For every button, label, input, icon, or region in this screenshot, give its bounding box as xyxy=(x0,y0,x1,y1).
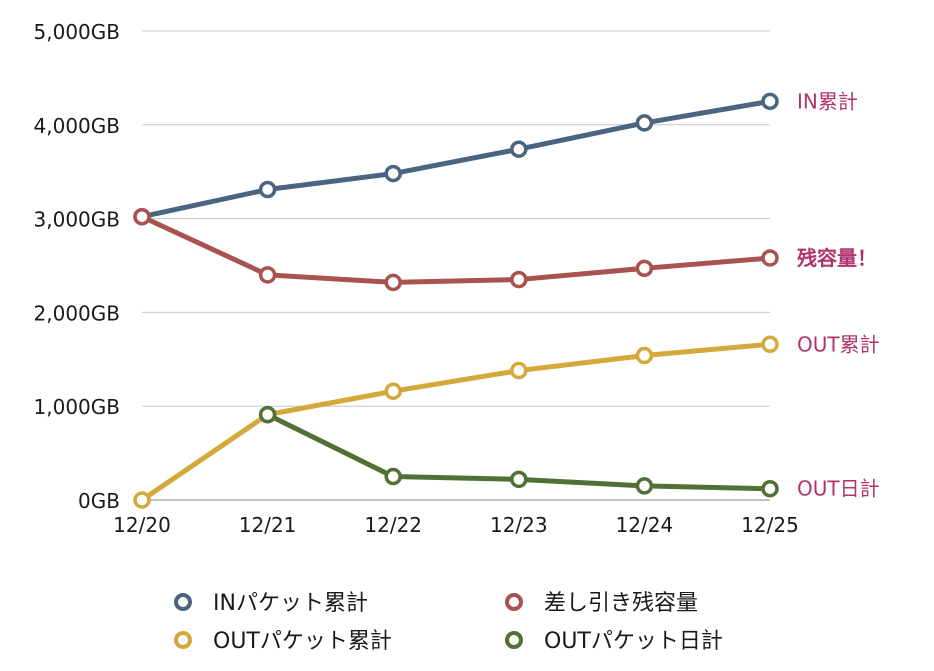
x-tick-label: 12/25 xyxy=(741,513,799,537)
y-tick-label: 5,000GB xyxy=(34,20,120,44)
data-point xyxy=(258,180,277,199)
legend: INパケット累計 差し引き残容量 OUTパケット累計 OUTパケット日計 xyxy=(174,591,723,654)
data-point xyxy=(510,361,528,380)
data-point xyxy=(258,405,277,424)
y-tick-label: 2,000GB xyxy=(34,301,120,325)
legend-label: 差し引き残容量 xyxy=(544,591,698,616)
series-lines xyxy=(139,98,773,503)
data-point xyxy=(133,491,151,509)
data-point xyxy=(761,335,779,354)
x-tick-label: 12/24 xyxy=(616,513,674,537)
x-tick-label: 12/21 xyxy=(239,513,297,537)
legend-label: OUTパケット累計 xyxy=(213,629,392,654)
data-point xyxy=(384,273,402,292)
data-point xyxy=(384,382,402,400)
legend-marker xyxy=(174,593,192,611)
y-tick-label: 0GB xyxy=(78,489,120,513)
series-line xyxy=(139,341,773,503)
data-point xyxy=(635,477,654,495)
legend-marker xyxy=(505,631,523,649)
x-tick-label: 12/23 xyxy=(490,513,548,537)
data-point xyxy=(761,249,779,267)
gridlines xyxy=(142,30,770,501)
data-point xyxy=(133,207,151,226)
data-point xyxy=(635,114,654,132)
series-points xyxy=(133,92,779,509)
series-end-label: OUT日計 xyxy=(797,477,880,501)
y-axis-ticks: 0GB 1,000GB 2,000GB 3,000GB 4,000GB 5,000GB xyxy=(34,20,120,513)
data-point xyxy=(510,140,528,158)
legend-label: OUTパケット日計 xyxy=(544,629,723,654)
data-point xyxy=(635,346,654,365)
data-point xyxy=(384,164,402,183)
y-tick-label: 3,000GB xyxy=(34,208,120,232)
series-line xyxy=(139,214,773,285)
data-point xyxy=(510,470,528,489)
series-end-label: IN累計 xyxy=(797,89,858,113)
data-point xyxy=(510,270,528,289)
x-tick-label: 12/22 xyxy=(364,513,422,537)
y-tick-label: 1,000GB xyxy=(34,395,120,419)
y-tick-label: 4,000GB xyxy=(34,114,120,138)
series-end-label: OUT累計 xyxy=(797,332,880,356)
legend-marker xyxy=(174,631,192,649)
series-end-label: 残容量！ xyxy=(797,246,877,270)
data-point xyxy=(761,479,779,498)
data-point xyxy=(635,259,654,278)
data-point xyxy=(258,266,277,284)
data-point xyxy=(761,92,779,111)
legend-marker xyxy=(505,593,523,611)
x-tick-label: 12/20 xyxy=(113,513,171,537)
x-axis-ticks: 12/20 12/21 12/22 12/23 12/24 12/25 xyxy=(113,513,799,537)
data-point xyxy=(384,467,402,486)
series-line xyxy=(139,98,773,220)
legend-label: INパケット累計 xyxy=(213,591,368,616)
